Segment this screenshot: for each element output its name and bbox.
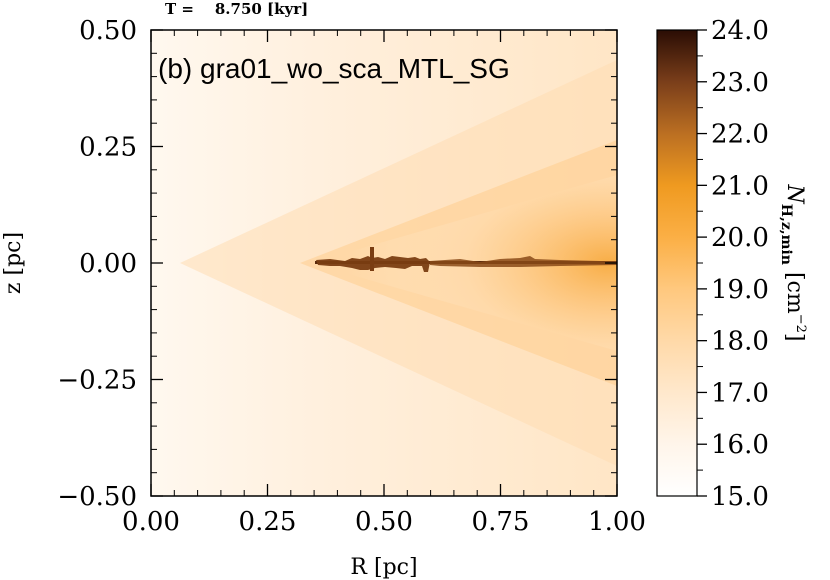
colorbar-tick-label: 17.0: [711, 378, 769, 408]
colorbar-label: NH,z,min [cm−2]: [778, 183, 808, 341]
colorbar-tick-label: 24.0: [711, 16, 769, 46]
y-axis-label: z [pc]: [1, 232, 26, 294]
y-axis-ticks: 0.50 0.25 0.00 −0.25 −0.50: [57, 16, 617, 512]
colorbar-tick-label: 18.0: [711, 327, 769, 357]
y-tick-label: 0.00: [79, 249, 137, 279]
y-tick-label: 0.25: [79, 133, 137, 163]
x-tick-label: 1.00: [588, 507, 646, 537]
x-axis-ticks: 0.00 0.25 0.50 0.75 1.00: [122, 30, 646, 537]
colorbar-tick-label: 19.0: [711, 275, 769, 305]
x-axis-label: R [pc]: [350, 555, 417, 580]
colorbar-ticks: 15.0 16.0 17.0 18.0 19.0 20.0 21.0 22.0 23.0 24.0: [697, 16, 769, 512]
time-label: T = 8.750 [kyr]: [165, 0, 308, 18]
disk-spike: [370, 247, 374, 271]
y-tick-label: −0.50: [57, 482, 137, 512]
panel-title: (b) gra01_wo_sca_MTL_SG: [158, 53, 510, 84]
x-tick-label: 0.75: [472, 507, 530, 537]
heatmap: [151, 30, 617, 496]
y-tick-label: 0.50: [79, 16, 137, 46]
y-tick-label: −0.25: [57, 366, 137, 396]
disk-outer-bumps: [430, 256, 617, 267]
colorbar-label-unit: [cm: [782, 265, 807, 314]
x-tick-label: 0.50: [355, 507, 413, 537]
dense-disk: [315, 247, 617, 272]
colorbar-label-close: ]: [782, 333, 807, 342]
colorbar-label-main: N: [782, 183, 807, 204]
colorbar-label-sub: H,z,min: [778, 204, 794, 265]
colorbar-label-exp: −2: [793, 314, 808, 333]
colorbar-tick-label: 16.0: [711, 430, 769, 460]
x-tick-label: 0.00: [122, 507, 180, 537]
colorbar-tick-label: 23.0: [711, 68, 769, 98]
colorbar-tick-label: 15.0: [711, 482, 769, 512]
x-tick-label: 0.25: [239, 507, 297, 537]
colorbar: [656, 29, 698, 497]
colorbar-tick-label: 21.0: [711, 171, 769, 201]
colorbar-tick-label: 22.0: [711, 120, 769, 150]
colorbar-tick-label: 20.0: [711, 223, 769, 253]
